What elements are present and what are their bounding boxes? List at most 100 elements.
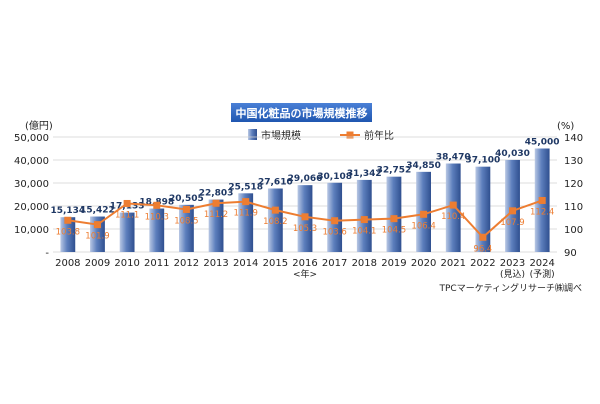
legend: 市場規模 前年比	[248, 129, 394, 142]
yoy-value-label: 106.4	[411, 221, 435, 231]
yoy-value-label: 103.8	[56, 227, 80, 237]
yoy-value-label: 111.2	[204, 210, 228, 220]
right-tick-label: 140	[564, 133, 583, 144]
bar-value-label: 34,850	[406, 161, 441, 171]
bar-value-label: 27,610	[258, 177, 293, 187]
yoy-labels: 103.8 101.9 111.1 110.3 108.5 111.2 111.9 108.2…	[56, 207, 555, 254]
bar-value-label: 30,108	[317, 172, 352, 182]
bar-value-label: 32,752	[377, 166, 412, 176]
yoy-value-label: 104.1	[352, 227, 376, 237]
legend-bar-swatch	[248, 129, 257, 140]
right-tick-label: 100	[564, 225, 583, 236]
yoy-point	[212, 199, 220, 207]
left-tick-label: 10,000	[14, 225, 49, 236]
bar-value-label: 15,134	[50, 206, 85, 216]
legend-label-market-size: 市場規模	[261, 129, 301, 142]
x-tick-label: 2016	[292, 258, 317, 269]
right-axis-ticks: 90 100 110 120 130 140	[564, 133, 583, 259]
x-axis-ticks: 2008 2009 2010 2011 2012 2013 2014 2015 2016<年> 2…	[55, 258, 555, 280]
x-tick-label: 2014	[233, 258, 258, 269]
x-tick-sublabel: (見込)	[500, 269, 525, 280]
left-tick-label: 40,000	[14, 156, 49, 167]
yoy-point	[182, 205, 190, 213]
bar	[208, 199, 224, 252]
yoy-point	[301, 213, 309, 221]
yoy-line	[64, 196, 546, 241]
yoy-point	[331, 217, 339, 225]
x-tick-label: 2010	[114, 258, 139, 269]
chart-title: 中国化粧品の市場規模推移	[236, 106, 368, 120]
bar	[475, 166, 491, 252]
x-tick-label: 2023	[500, 258, 525, 269]
yoy-value-label: 107.9	[500, 218, 524, 228]
yoy-value-label: 111.1	[115, 210, 139, 220]
left-tick-label: 20,000	[14, 202, 49, 213]
left-tick-label: 30,000	[14, 179, 49, 190]
source-note: TPCマーケティングリサーチ㈱調べ	[439, 282, 583, 294]
x-tick-label: 2013	[203, 258, 228, 269]
yoy-point	[390, 215, 398, 223]
bar-value-label: 29,066	[288, 174, 323, 184]
bar	[60, 217, 76, 252]
yoy-value-label: 110.4	[441, 212, 465, 222]
bar	[386, 176, 402, 252]
x-tick-sublabel: <年>	[293, 268, 317, 280]
x-tick-label: 2017	[322, 258, 347, 269]
bar-value-label: 15,422	[80, 206, 115, 216]
yoy-value-label: 105.3	[293, 224, 317, 234]
right-tick-label: 130	[564, 156, 583, 167]
x-tick-label: 2018	[352, 258, 377, 269]
bar-value-label: 22,803	[199, 189, 234, 199]
yoy-point	[509, 207, 517, 215]
right-tick-label: 120	[564, 179, 583, 190]
bar-value-label: 31,342	[347, 169, 382, 179]
yoy-point	[242, 198, 250, 206]
x-tick-label: 2020	[411, 258, 436, 269]
x-tick-label: 2015	[263, 258, 288, 269]
left-tick-label: -	[45, 248, 49, 259]
legend-label-yoy: 前年比	[364, 129, 394, 142]
yoy-value-label: 96.4	[473, 244, 492, 254]
bar	[119, 212, 135, 252]
yoy-value-label: 108.2	[263, 217, 287, 227]
x-tick-sublabel: (予測)	[530, 268, 555, 280]
x-tick-label: 2022	[470, 258, 495, 269]
bar-value-label: 20,505	[169, 194, 204, 204]
bar	[505, 159, 520, 252]
yoy-value-label: 101.9	[85, 232, 109, 242]
bar	[179, 204, 194, 252]
x-tick-label: 2012	[174, 258, 199, 269]
bar	[90, 216, 105, 252]
yoy-value-label: 104.5	[382, 226, 406, 236]
title-background	[231, 103, 372, 122]
bar	[267, 188, 283, 252]
yoy-value-label: 112.4	[530, 207, 554, 217]
right-tick-label: 90	[564, 248, 577, 259]
bar	[356, 179, 372, 252]
left-tick-label: 50,000	[14, 133, 49, 144]
x-tick-label: 2009	[85, 258, 110, 269]
yoy-point	[479, 233, 487, 241]
yoy-point	[64, 216, 72, 224]
yoy-point	[420, 210, 428, 218]
right-axis-unit: (%)	[557, 121, 574, 132]
yoy-point	[538, 196, 546, 204]
x-tick-label: 2021	[441, 258, 466, 269]
bar-value-label: 25,518	[228, 182, 263, 192]
yoy-point	[93, 221, 101, 229]
bar	[238, 193, 254, 252]
left-axis-ticks: - 10,000 20,000 30,000 40,000 50,000	[14, 133, 49, 259]
yoy-value-label: 110.3	[145, 212, 169, 222]
left-axis-unit: (億円)	[25, 119, 53, 132]
yoy-point	[123, 199, 131, 207]
bar	[149, 208, 165, 252]
bar-value-label: 45,000	[525, 138, 560, 148]
yoy-point	[449, 201, 457, 209]
bar-value-label: 38,470	[436, 153, 471, 163]
x-tick-label: 2011	[144, 258, 169, 269]
bar-value-label: 40,030	[495, 149, 530, 159]
yoy-point	[153, 201, 161, 209]
x-tick-label: 2024	[529, 258, 554, 269]
